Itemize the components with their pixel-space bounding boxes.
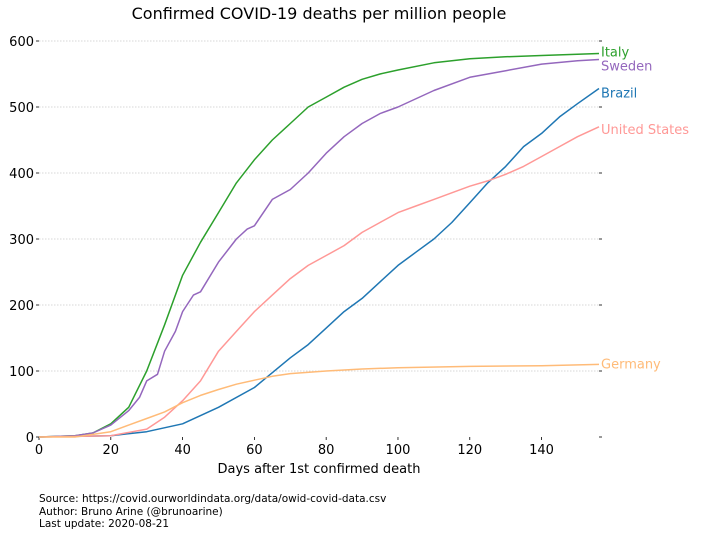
source-text: Source: https://covid.ourworldindata.org… <box>39 493 387 505</box>
x-tick-label: 60 <box>246 443 263 458</box>
y-tick-label: 500 <box>9 101 34 116</box>
y-tick-label: 600 <box>9 35 34 50</box>
x-tick-label: 100 <box>386 443 411 458</box>
y-tick-label: 200 <box>9 299 34 314</box>
series-line-germany <box>39 363 600 438</box>
x-tick-label: 80 <box>318 443 335 458</box>
series-label-italy: Italy <box>601 46 630 61</box>
x-tick-label: 40 <box>174 443 191 458</box>
y-tick-label: 100 <box>9 365 34 380</box>
series-lines <box>38 52 600 438</box>
y-tick-label: 0 <box>26 431 34 446</box>
x-tick-label: 140 <box>529 443 554 458</box>
axes: 0 100 200 300 400 500 600 0 20 40 60 80 100 120 140 <box>9 35 602 458</box>
x-axis-label: Days after 1st confirmed death <box>218 462 421 477</box>
series-line-sweden <box>38 58 600 438</box>
chart-title: Confirmed COVID-19 deaths per million pe… <box>132 4 507 23</box>
series-line-brazil <box>38 87 600 438</box>
series-label-germany: Germany <box>601 357 661 372</box>
x-tick-label: 20 <box>103 443 120 458</box>
author-text: Author: Bruno Arine (@brunoarine) <box>39 505 223 518</box>
x-tick-label: 120 <box>457 443 482 458</box>
gridlines <box>39 40 599 372</box>
series-label-sweden: Sweden <box>601 59 652 74</box>
x-tick-label: 0 <box>35 443 43 458</box>
series-line-italy <box>38 52 600 438</box>
footer: Source: https://covid.ourworldindata.org… <box>39 493 386 531</box>
series-label-brazil: Brazil <box>601 87 637 102</box>
y-tick-label: 300 <box>9 233 34 248</box>
y-tick-label: 400 <box>9 167 34 182</box>
update-text: Last update: 2020-08-21 <box>39 518 170 530</box>
chart: Confirmed COVID-19 deaths per million pe… <box>9 4 689 477</box>
series-label-united-states: United States <box>601 123 689 138</box>
series-line-united-states <box>38 126 600 438</box>
